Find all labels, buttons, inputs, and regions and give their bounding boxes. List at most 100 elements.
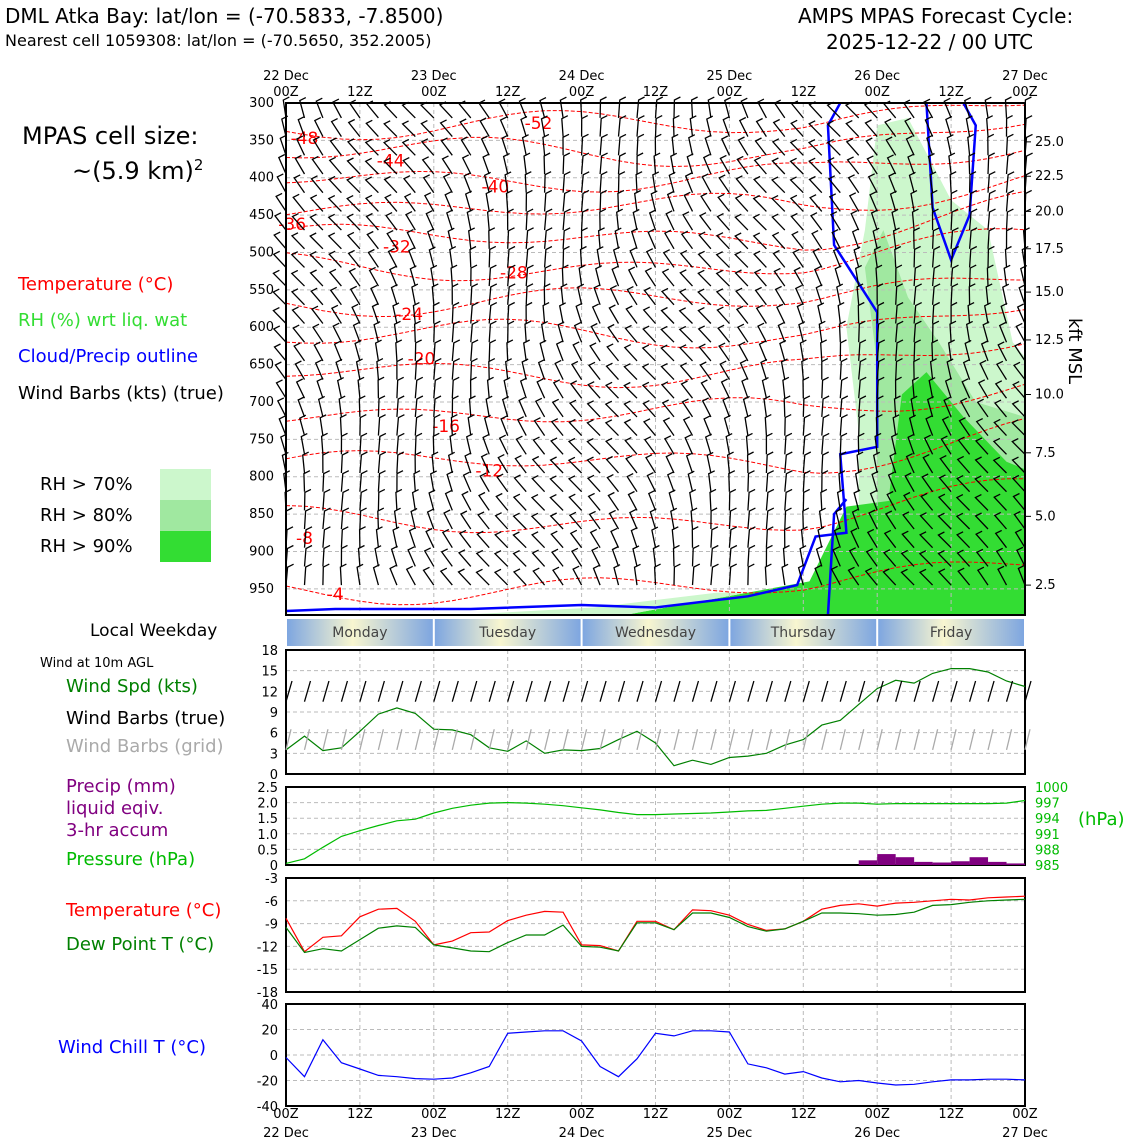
wind-barb [549, 475, 564, 493]
y-tick-label: 2.0 [257, 797, 278, 812]
wind-barb [783, 526, 791, 548]
windchill-panel [286, 1004, 1025, 1106]
y-tick-label: 20 [261, 1024, 278, 1039]
wind-barb [461, 154, 472, 175]
wind-barb [863, 101, 878, 119]
wind-barb [754, 286, 767, 306]
wind-barb [311, 155, 324, 175]
wind-barb [444, 191, 453, 212]
wind-barb [921, 473, 934, 493]
wind-barb [346, 138, 361, 156]
y-tick-label: 9 [270, 706, 278, 721]
wind-barb [274, 212, 287, 231]
wind-barb [309, 213, 324, 231]
wind-barb [858, 320, 866, 343]
wind-barb [567, 456, 583, 474]
wind-barb [891, 208, 899, 231]
wind-barb-grid [931, 729, 939, 751]
wind-barb [534, 397, 546, 418]
wind-barb [654, 133, 662, 156]
wind-barb [441, 528, 453, 549]
pressure-tick-label: 988 [1035, 843, 1060, 858]
wind-barb [649, 508, 657, 530]
wind-barb [839, 451, 847, 474]
wind-barb [974, 456, 989, 474]
wind-barb [359, 507, 367, 530]
wind-barb [359, 432, 368, 455]
wind-barb [893, 395, 901, 417]
wind-barb [870, 209, 878, 231]
wind-barb [962, 359, 971, 380]
wind-barb [384, 194, 398, 212]
wind-barb [950, 208, 959, 231]
wind-barb [817, 302, 825, 324]
wind-barb [642, 418, 656, 437]
wind-barb-grid [968, 729, 976, 751]
wind-barb [413, 320, 421, 343]
wind-barb [303, 526, 313, 548]
wind-barb [821, 470, 829, 492]
wind-barb [965, 320, 973, 343]
wind-barb [1011, 419, 1026, 437]
wind-barb [968, 208, 978, 231]
wind-barb [274, 361, 287, 380]
wind-barb [468, 395, 476, 417]
wind-barb-true [359, 680, 367, 702]
wind-barb [736, 323, 749, 343]
wind-barb-grid [377, 729, 385, 751]
legend-rh70: RH > 70% [40, 474, 133, 495]
wind-barb [569, 380, 583, 399]
wind-barb [495, 492, 509, 511]
wind-barb [789, 138, 804, 156]
wind-barb [665, 453, 675, 474]
wind-barb [512, 568, 527, 586]
wind-barb [1005, 171, 1015, 193]
wind-barb [586, 456, 601, 474]
wind-barb [414, 414, 423, 436]
wind-barb [663, 435, 675, 455]
wind-barb-grid [303, 729, 311, 751]
wind-barb [562, 227, 571, 249]
wind-barb [330, 118, 342, 137]
wind-barb [987, 208, 996, 231]
wind-barb-grid [322, 729, 329, 751]
wind-barb [315, 97, 324, 119]
wind-barb [992, 437, 1007, 455]
wind-barb [518, 396, 527, 418]
wind-barb [599, 152, 608, 175]
wind-barb [536, 378, 546, 399]
wind-barb [550, 530, 564, 549]
wind-barb [734, 194, 749, 212]
wind-barb [765, 544, 773, 567]
y-tick-label: -20 [257, 1075, 278, 1090]
wind-barb [968, 189, 977, 212]
wind-barb [668, 489, 676, 511]
wind-barb [739, 359, 749, 380]
wind-barb-grid [507, 729, 514, 751]
wind-barb [736, 155, 749, 175]
wind-barb [433, 395, 442, 417]
wind-barb [599, 189, 607, 212]
wind-barb [525, 227, 534, 249]
wind-barb [433, 339, 442, 361]
wind-barb [608, 304, 620, 324]
wind-barb [850, 527, 860, 548]
legend-cloud: Cloud/Precip outline [18, 346, 199, 367]
wind-barb [777, 321, 786, 343]
wind-barb [876, 320, 885, 343]
wind-barb [295, 135, 306, 156]
wind-barb [623, 381, 638, 399]
wind-barb [446, 209, 454, 231]
wind-barb [587, 492, 601, 511]
wind-barb [430, 264, 438, 287]
wind-barb [636, 115, 645, 137]
y-tick-label: 0 [270, 1049, 278, 1064]
wind-barb [533, 417, 546, 436]
wind-panel-frame [285, 649, 1026, 775]
wind-barb-grid [433, 729, 440, 751]
wind-barb [684, 434, 694, 455]
wind-barb [420, 101, 435, 119]
wind-barb [414, 376, 424, 399]
wind-barb [373, 321, 381, 343]
y-tick-label: -18 [257, 986, 278, 1001]
